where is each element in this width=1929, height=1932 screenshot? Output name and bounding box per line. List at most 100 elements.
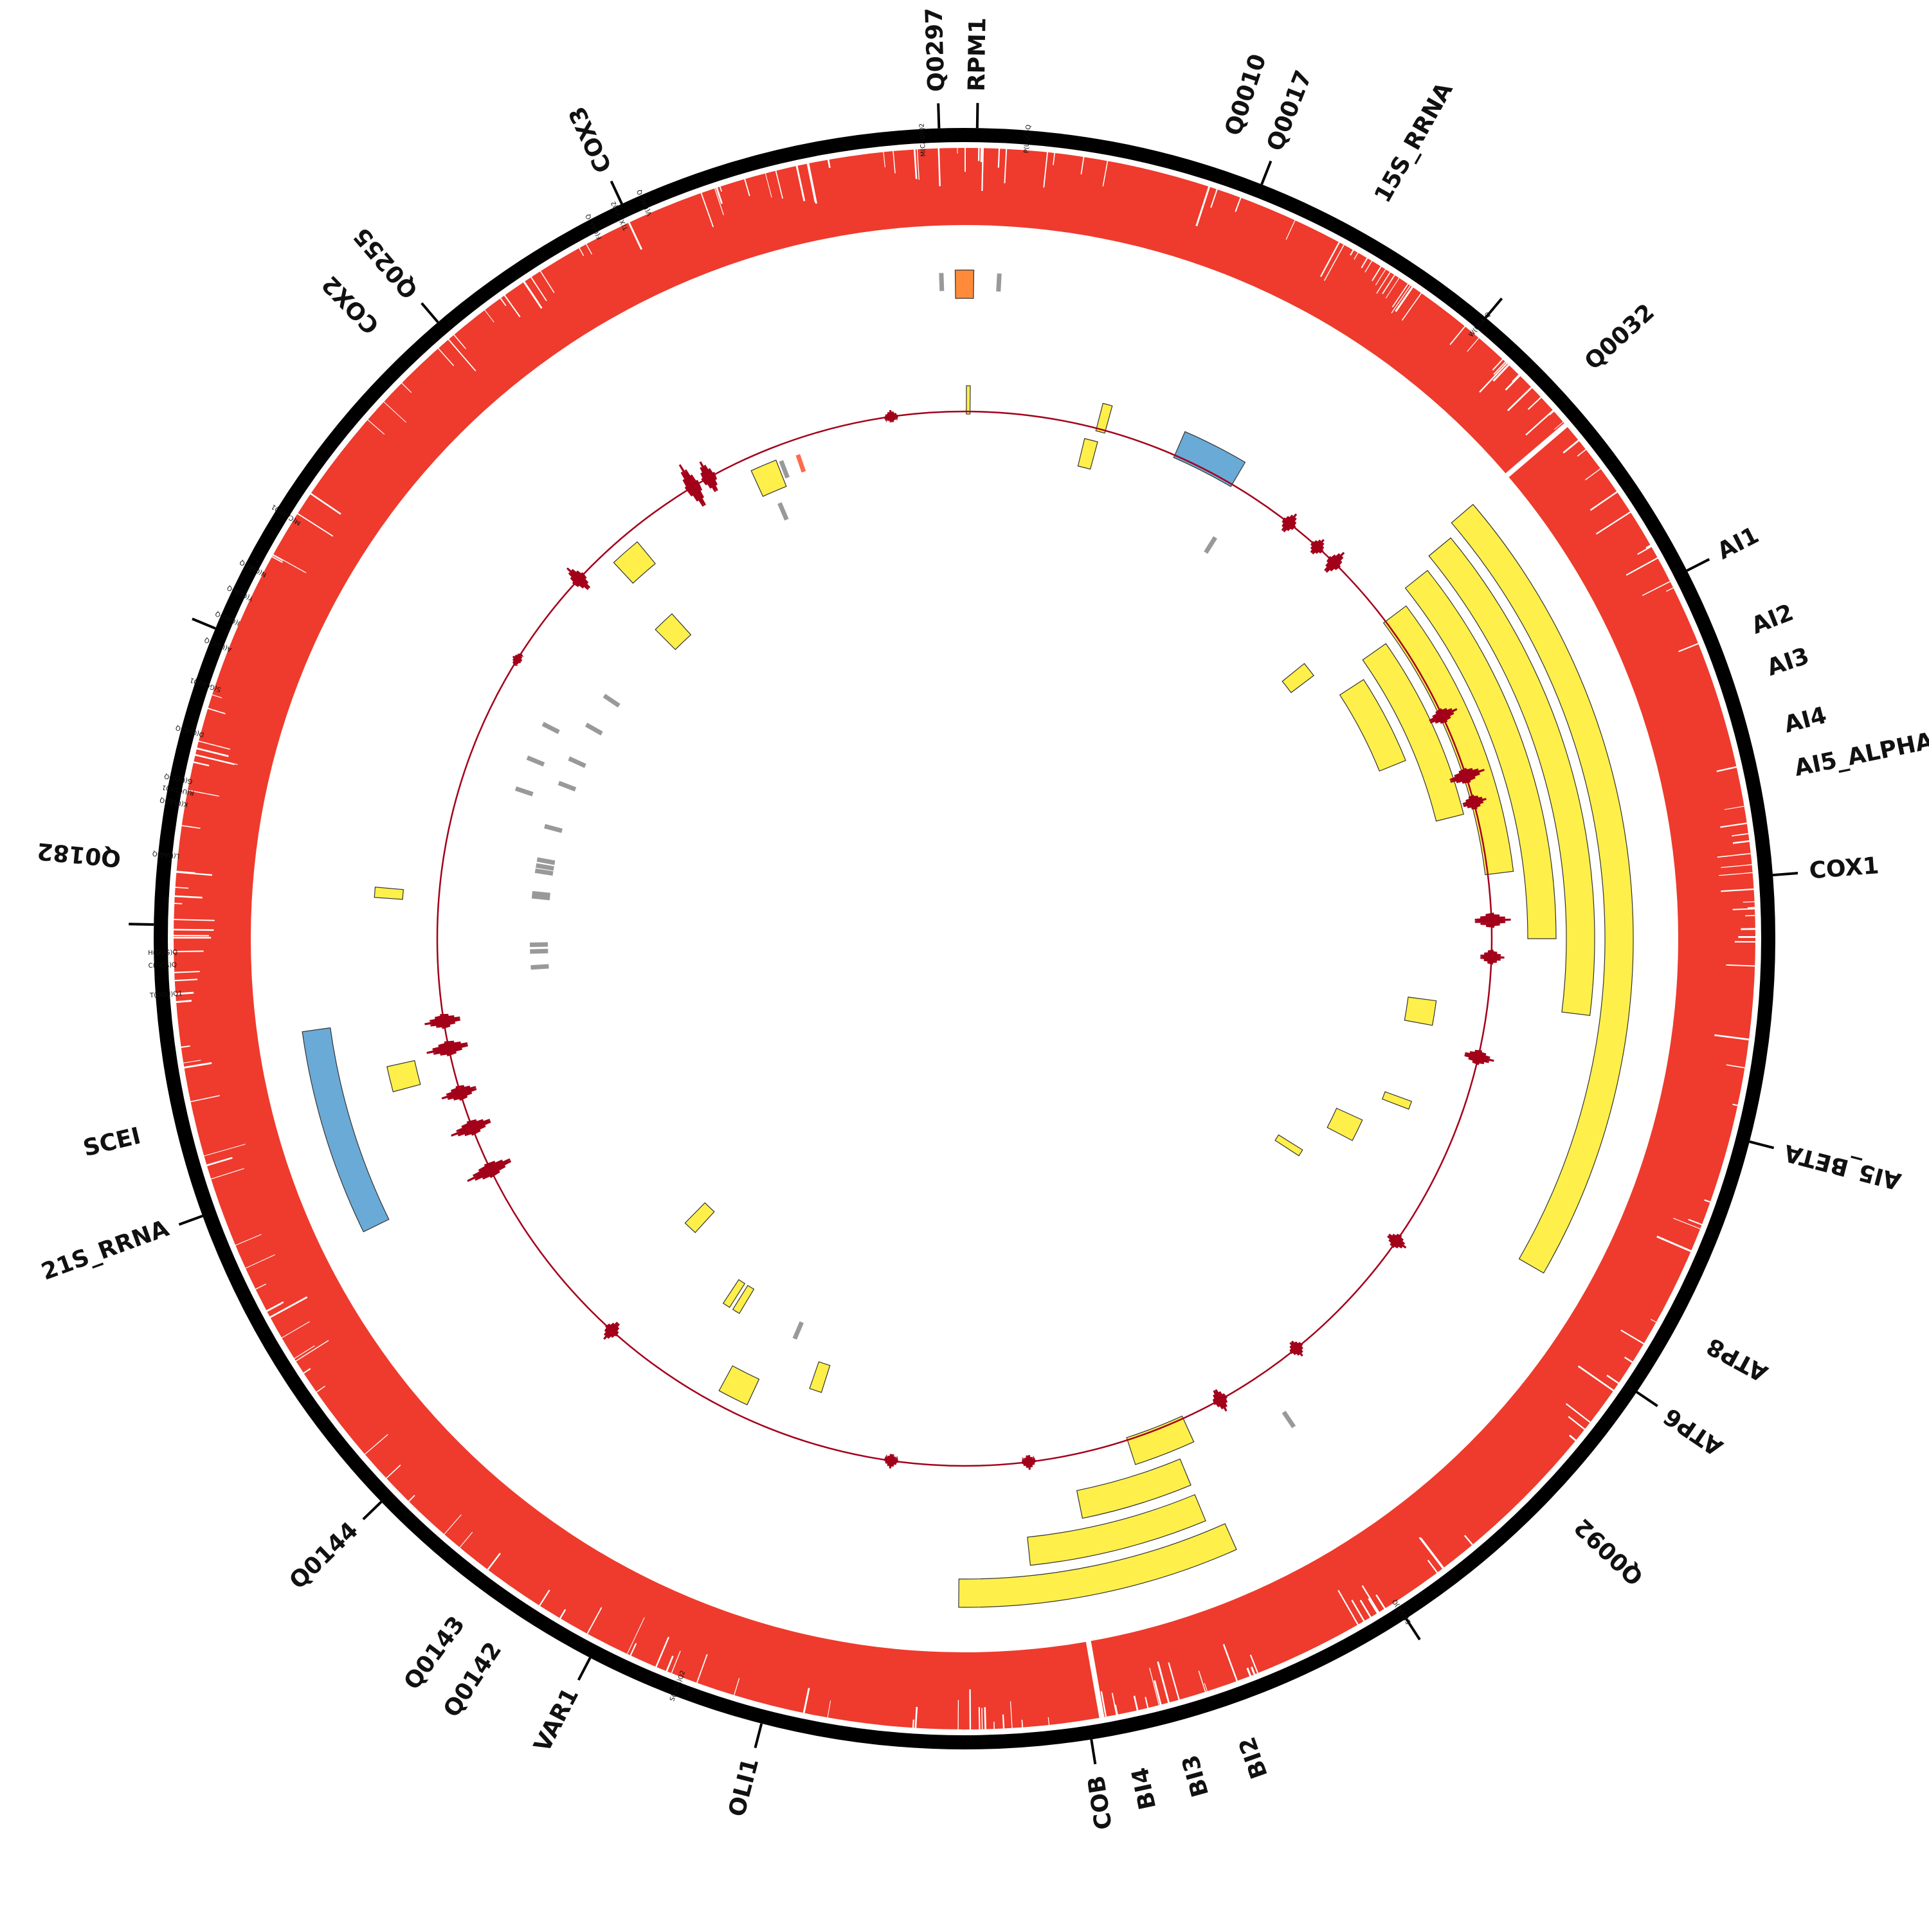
coverage-notch [913, 1720, 914, 1729]
gc-skew-spike [427, 1042, 468, 1056]
q0032-box [1282, 664, 1314, 692]
gc-skew-spike [884, 1454, 897, 1468]
trna-mark [779, 503, 786, 520]
var1-box [719, 1366, 759, 1405]
q0144-box [685, 1203, 714, 1232]
q0017-box [1078, 438, 1098, 469]
oli1-box [810, 1362, 830, 1393]
gene-label-atp6: ATP6 [1659, 1402, 1728, 1461]
cox2-box [655, 614, 691, 650]
gene-label-ai5-alpha: AI5_ALPHA [1792, 728, 1929, 782]
gene-label-q0182: Q0182 [36, 837, 122, 871]
major-tick [1750, 1142, 1774, 1148]
major-tick [977, 103, 978, 128]
21s-rrna-box [302, 1028, 389, 1232]
trna-label-l-uaa-q: L(UAA)Q [152, 849, 180, 859]
trna-mark [537, 860, 555, 863]
trna-mark [1284, 1412, 1294, 1427]
gc-skew-baseline [437, 411, 1492, 1466]
gc-skew-spike [1282, 514, 1296, 532]
gc-skew-track [424, 410, 1510, 1470]
atp6-box [1327, 1108, 1363, 1141]
trna-mark [941, 273, 942, 291]
trna-mark [532, 896, 550, 898]
major-tick [422, 303, 438, 322]
gc-skew-spike [424, 1015, 460, 1029]
gene-label-21s-rrna: 21S_RRNA [38, 1215, 172, 1286]
trna-mark [795, 1322, 802, 1339]
gene-label-q0297: Q0297 [921, 7, 950, 92]
coverage-ring [174, 148, 1755, 1729]
major-tick [938, 104, 939, 129]
trna-mark [543, 724, 559, 732]
gene-label-cox1: COX1 [1808, 853, 1879, 884]
gene-label-cox2: COX2 [317, 271, 385, 339]
q0297-box [955, 270, 974, 298]
major-tick [756, 1724, 762, 1748]
gc-skew-spike [1213, 1389, 1227, 1411]
major-tick [579, 1658, 590, 1681]
coverage-notch [175, 1001, 192, 1002]
q0182-box [374, 887, 403, 899]
gene-label-q0144: Q0144 [285, 1517, 364, 1594]
rpm1-box [966, 386, 970, 414]
gc-skew-spike [1388, 1234, 1406, 1248]
coverage-notch [173, 903, 182, 904]
trna-mark [559, 783, 575, 790]
cob-box [1127, 1416, 1193, 1465]
trna-mark [530, 951, 548, 952]
ai5-beta-box [1404, 997, 1436, 1025]
coverage-notch [979, 1707, 980, 1731]
genome-backbone [161, 135, 1768, 1742]
coverage-notch [1733, 908, 1757, 909]
trna-mark [569, 759, 585, 766]
gene-label-q0017: Q0017 [1262, 67, 1318, 155]
gene-label-q0092: Q0092 [1570, 1513, 1649, 1590]
gene-label-bi4: BI4 [1127, 1765, 1162, 1812]
gene-label-atp8: ATP8 [1703, 1332, 1772, 1386]
gene-label-scei: SCEI [80, 1123, 143, 1162]
gene-label-q0010: Q0010 [1220, 51, 1271, 139]
major-tick [1773, 873, 1798, 875]
gc-skew-spike [1022, 1455, 1035, 1469]
trna-label-h-gug-q: H(GUG)Q [148, 949, 177, 957]
trna-mark [536, 865, 554, 869]
trna-mark [516, 788, 533, 794]
major-tick [179, 1216, 203, 1224]
gene-label-bi2: BI2 [1234, 1733, 1273, 1782]
major-tick [1091, 1739, 1095, 1764]
gc-skew-spike [1291, 1341, 1303, 1356]
gene-label-q0255: Q0255 [349, 222, 423, 303]
major-tick [129, 924, 154, 925]
gene-label-bi3: BI3 [1177, 1752, 1214, 1800]
gene-label-cox3: COX3 [564, 102, 617, 177]
trna-mark [586, 725, 602, 734]
coverage-notch [982, 1708, 983, 1731]
coverage-notch [1748, 907, 1756, 908]
gene-label-ai4: AI4 [1782, 702, 1829, 738]
gene-label-15s-rrna: 15S_RRNA [1370, 78, 1458, 207]
trna-mark [798, 455, 804, 471]
trna-mark [545, 826, 562, 831]
trna-mark [604, 696, 619, 706]
trna-label-c-gca-q: C(GCA)Q [149, 962, 177, 970]
trna-label-p-ugg-q: P(UGG)Q [1023, 124, 1032, 153]
trna-mark [1206, 537, 1215, 553]
major-tick [363, 1502, 381, 1519]
cox2b-box [613, 542, 655, 583]
gc-skew-spike [700, 462, 718, 491]
feature-track [302, 270, 1633, 1607]
trna-mark [530, 966, 548, 968]
major-tick [1262, 161, 1271, 184]
gc-skew-spike [513, 653, 522, 665]
coverage-notch [1003, 1715, 1004, 1730]
gc-skew-spike [1311, 539, 1324, 554]
trna-marks [516, 273, 1294, 1427]
gene-label-cob: COB [1083, 1774, 1118, 1832]
gene-label-rpm1: RPM1 [964, 17, 992, 92]
gc-skew-spike [1480, 950, 1504, 964]
backbone-ring [161, 135, 1768, 1742]
